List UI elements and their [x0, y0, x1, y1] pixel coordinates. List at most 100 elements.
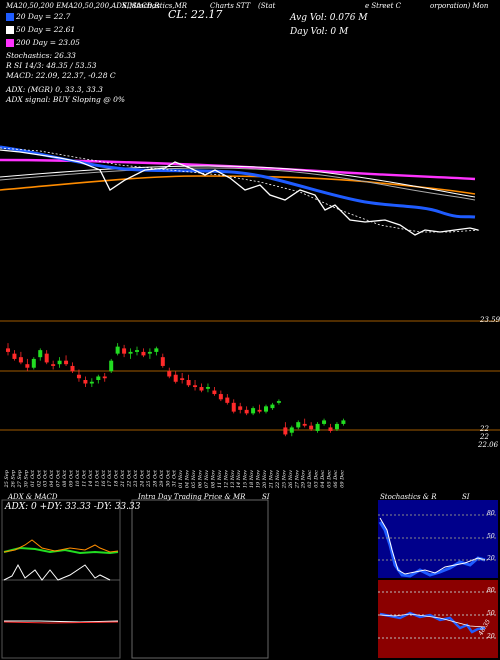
candle-body	[12, 353, 17, 359]
candle-body	[302, 423, 307, 426]
legend-adx: ADX: (MGR) 0, 33.3, 33.3	[6, 85, 103, 94]
date-tick-label: 20 Nov	[262, 470, 268, 489]
date-tick-label: 24 Oct	[139, 469, 145, 488]
date-tick-label: 12 Nov	[223, 470, 229, 488]
date-tick-label: 29 Oct	[159, 469, 165, 488]
day-volume: Day Vol: 0 M	[290, 27, 349, 37]
date-tick-label: 04 Dec	[320, 470, 326, 488]
stoch-tick-80: 80	[487, 510, 495, 517]
candle-body	[205, 387, 210, 389]
date-tick-label: 18 Oct	[114, 469, 120, 487]
date-tick-label: 06 Nov	[198, 470, 204, 488]
candle-body	[57, 360, 62, 365]
candle-body	[89, 381, 94, 384]
date-tick-label: 21 Oct	[120, 469, 126, 488]
stoch-panel-bg	[378, 500, 498, 578]
legend-ma50: 50 Day = 22.61	[6, 25, 75, 34]
candle-body	[212, 390, 217, 395]
macd-signal-line	[3, 621, 119, 624]
date-tick-label: 16 Oct	[101, 469, 107, 487]
date-tick-label: 29 Nov	[301, 470, 307, 489]
candlestick-series	[6, 343, 346, 437]
date-tick-label: 03 Oct	[43, 469, 49, 487]
date-tick-label: 18 Nov	[249, 470, 255, 488]
header-indicators-2: SI,Stochastics,MR	[122, 2, 188, 10]
candle-body	[51, 364, 56, 366]
date-tick-label: 01 Nov	[178, 470, 184, 488]
candle-body	[315, 423, 320, 431]
date-tick-label: 25 Sep	[4, 469, 10, 488]
adx-values: ADX: 0 +DY: 33.33 -DY: 33.33	[5, 502, 141, 512]
date-tick-label: 02 Oct	[36, 469, 42, 487]
candle-body	[128, 351, 133, 354]
candle-body	[264, 406, 268, 412]
candle-body	[276, 401, 281, 403]
date-tick-label: 28 Oct	[152, 469, 158, 488]
date-tick-label: 22 Oct	[127, 469, 133, 488]
date-tick-label: 14 Nov	[236, 470, 242, 488]
date-tick-label: 06 Dec	[333, 470, 339, 488]
date-tick-label: 26 Sep	[10, 469, 16, 488]
candle-body	[83, 380, 88, 384]
date-tick-label: 04 Nov	[185, 470, 191, 488]
date-tick-label: 30 Sep	[23, 469, 29, 487]
ma200-swatch	[6, 39, 14, 47]
ma50-swatch	[6, 26, 14, 34]
price-close-line	[0, 149, 479, 236]
legend-ma20: 20 Day = 22.7	[6, 12, 70, 21]
company-name-3: orporation) Mon	[430, 2, 489, 10]
candle-body	[160, 357, 165, 366]
candle-body	[328, 427, 333, 431]
candle-body	[341, 420, 346, 424]
date-tick-label: 05 Nov	[191, 470, 197, 488]
candle-body	[322, 420, 327, 424]
adx-white-line	[3, 563, 111, 581]
avg-volume: Avg Vol: 0.076 M	[290, 13, 368, 23]
date-tick-label: 09 Dec	[339, 470, 345, 488]
date-tick-label: 05 Dec	[327, 470, 333, 488]
intraday-panel-title: Intra Day Trading Price & MR	[138, 493, 246, 501]
legend-rsi: R SI 14/3: 48.35 / 53.53	[6, 61, 97, 70]
candle-body	[44, 353, 49, 363]
date-tick-label: 15 Oct	[94, 469, 100, 487]
date-tick-label: 03 Dec	[314, 470, 320, 488]
candle-body	[154, 348, 159, 352]
date-tick-label: 19 Nov	[256, 470, 262, 488]
stoch-k-line	[378, 521, 486, 578]
candle-body	[76, 374, 81, 379]
candle-body	[96, 376, 101, 380]
rsi-tick-20: 20	[487, 633, 495, 640]
candle-body	[231, 402, 236, 412]
candle-body	[309, 425, 314, 430]
date-tick-label: 27 Nov	[294, 470, 300, 489]
date-tick-label: 02 Dec	[307, 470, 313, 488]
stoch-tick-50: 50	[487, 533, 495, 540]
stoch-panel-title: Stochastics & R	[380, 493, 437, 501]
date-tick-label: 07 Oct	[56, 469, 62, 487]
candle-body	[180, 378, 185, 380]
intraday-panel-frame	[131, 499, 269, 659]
date-tick-label: 17 Oct	[107, 469, 113, 487]
candle-body	[334, 423, 339, 430]
candle-body	[18, 357, 23, 363]
date-tick-label: 23 Oct	[133, 469, 139, 488]
rsi-tick-50: 50	[487, 610, 495, 617]
candle-body	[218, 394, 223, 400]
candle-body	[270, 404, 275, 409]
date-tick-label: 07 Nov	[204, 470, 210, 488]
price-label-low-3: 22.06	[478, 441, 499, 449]
date-tick-label: 25 Oct	[146, 469, 152, 488]
intraday-panel-title-2: SI	[262, 493, 270, 501]
company-name-2: e Street C	[365, 2, 402, 10]
candle-body	[64, 360, 69, 365]
stoch-panel-title-2: SI	[462, 493, 470, 501]
candle-body	[25, 364, 30, 368]
candle-body	[283, 427, 288, 435]
date-tick-label: 21 Nov	[268, 470, 274, 489]
header-indicators: MA20,50,200 EMA20,50,200,ADX,MACD,R	[6, 2, 160, 10]
date-tick-label: 08 Oct	[62, 469, 68, 487]
candle-body	[244, 409, 249, 414]
date-tick-label: 22 Nov	[275, 470, 281, 489]
candle-body	[289, 427, 294, 433]
